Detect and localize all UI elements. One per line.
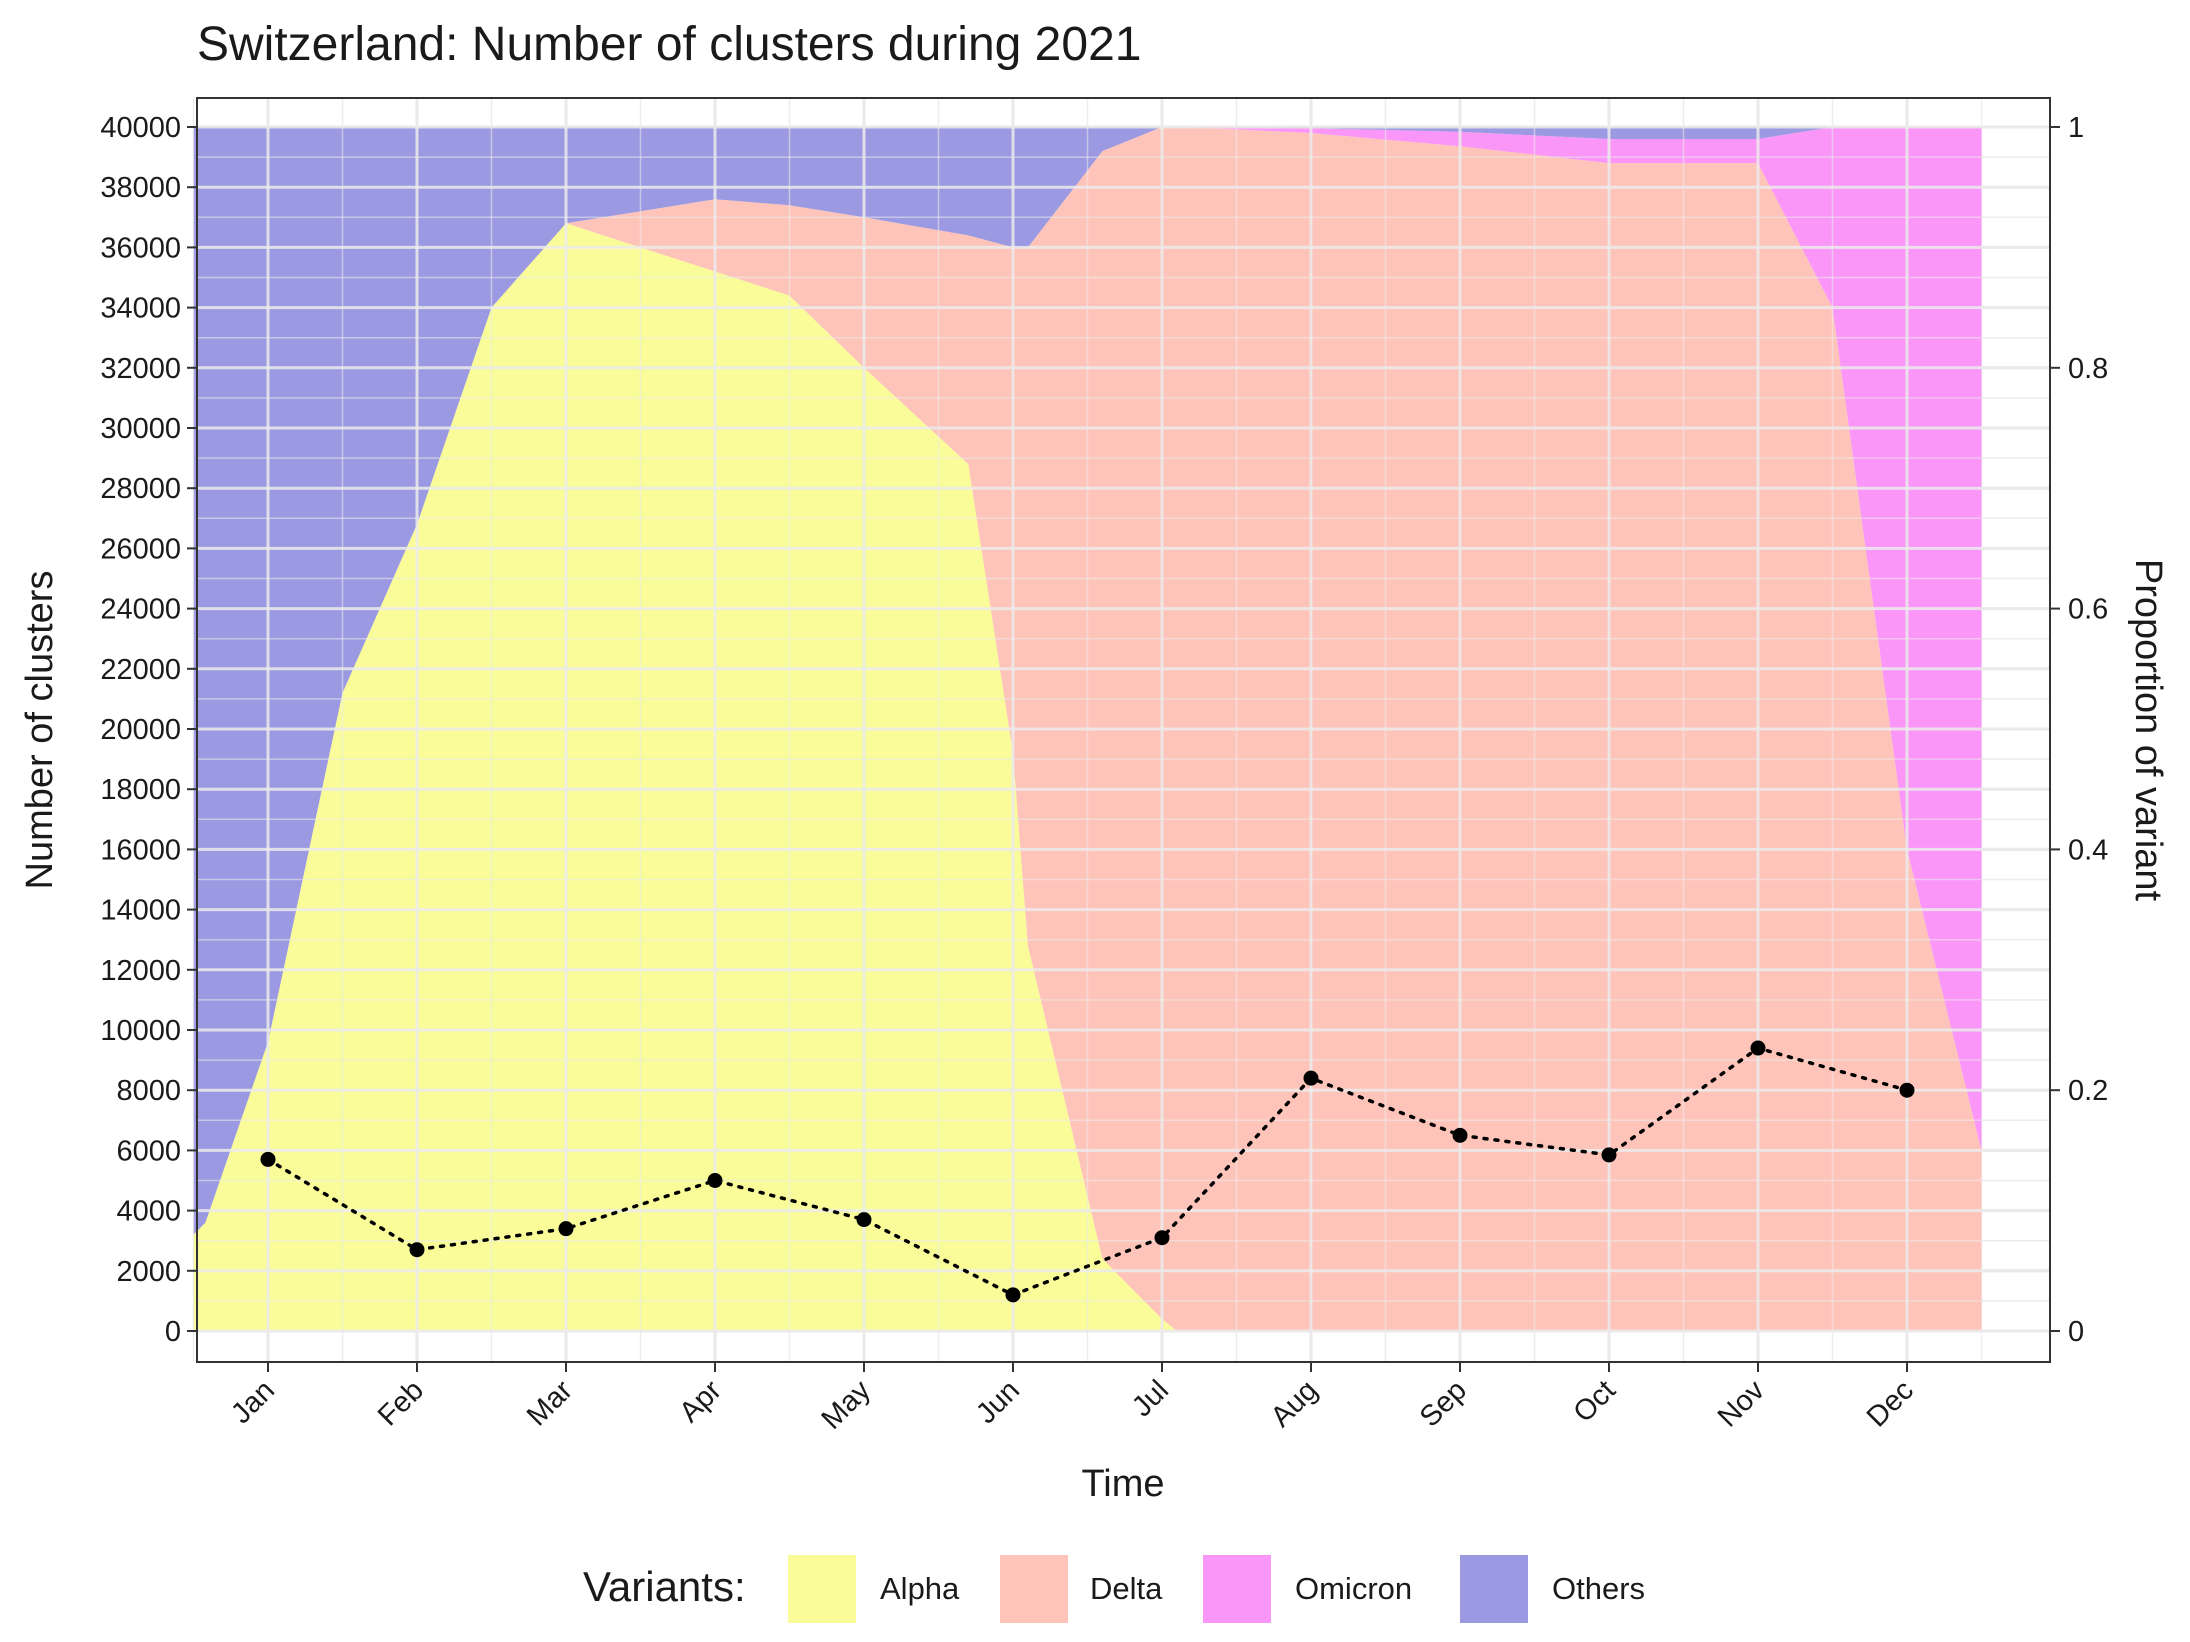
cluster-point [856, 1212, 872, 1228]
legend-key-alpha [788, 1555, 856, 1623]
x-tick-label: Nov [1712, 1374, 1771, 1433]
cluster-point [1005, 1287, 1021, 1303]
legend: Variants: Alpha Delta Omicron Others [583, 1555, 1645, 1623]
x-tick-label: Jun [970, 1374, 1026, 1430]
cluster-point [558, 1221, 574, 1237]
y-tick-label: 36000 [100, 232, 181, 264]
y-right-tick-label: 1 [2068, 112, 2084, 144]
x-tick-label: Aug [1265, 1374, 1324, 1433]
y-right-tick-label: 0.6 [2068, 594, 2108, 626]
y-axis-label: Number of clusters [19, 571, 61, 890]
y-tick-label: 28000 [100, 473, 181, 505]
x-tick-label: Dec [1861, 1374, 1920, 1433]
y-tick-label: 38000 [100, 172, 181, 204]
legend-title: Variants: [583, 1563, 746, 1610]
y-tick-label: 0 [165, 1316, 181, 1348]
x-tick-label: Sep [1414, 1374, 1473, 1433]
y-tick-label: 18000 [100, 774, 181, 806]
area-others [193, 127, 1982, 1235]
cluster-point [1750, 1040, 1766, 1056]
y-tick-label: 40000 [100, 112, 181, 144]
cluster-point [260, 1151, 276, 1167]
y-tick-label: 26000 [100, 533, 181, 565]
cluster-point [707, 1173, 723, 1188]
y-tick-label: 22000 [100, 654, 181, 686]
cluster-point [1452, 1127, 1468, 1143]
x-tick-label: Jan [225, 1374, 281, 1430]
y-tick-label: 2000 [116, 1256, 181, 1288]
legend-key-others [1460, 1555, 1528, 1623]
cluster-line-layer [260, 1040, 1915, 1303]
x-tick-label: Feb [372, 1374, 430, 1432]
legend-key-omicron [1203, 1555, 1271, 1623]
y-tick-label: 10000 [100, 1015, 181, 1047]
y-tick-label: 20000 [100, 714, 181, 746]
y-axis-right: 0 0.2 0.4 0.6 0.8 1 [2050, 112, 2108, 1348]
x-tick-label: Mar [521, 1374, 579, 1432]
cluster-point [1303, 1070, 1319, 1086]
y-right-tick-label: 0.8 [2068, 353, 2108, 385]
x-tick-label: May [816, 1374, 878, 1436]
y-tick-label: 4000 [116, 1196, 181, 1228]
y-right-tick-label: 0.4 [2068, 834, 2108, 866]
y-tick-label: 6000 [116, 1135, 181, 1167]
y-right-tick-label: 0 [2068, 1316, 2084, 1348]
y-axis-right-label: Proportion of variant [2127, 559, 2169, 902]
x-tick-label: Oct [1567, 1374, 1622, 1429]
x-axis: Jan Feb Mar Apr May Jun Jul Aug Sep Oct Nov Dec [225, 1362, 1920, 1436]
legend-label-delta: Delta [1090, 1571, 1163, 1606]
y-right-tick-label: 0.2 [2068, 1075, 2108, 1107]
cluster-point [409, 1242, 425, 1258]
cluster-point [1154, 1230, 1170, 1246]
y-tick-label: 30000 [100, 413, 181, 445]
y-axis-left: 0 2000 4000 6000 8000 10000 12000 14000 16000 180… [100, 112, 197, 1348]
x-axis-label: Time [1081, 1463, 1164, 1505]
cluster-point [1601, 1147, 1617, 1163]
area-omicron [193, 127, 1982, 1235]
y-tick-label: 12000 [100, 955, 181, 987]
y-tick-label: 14000 [100, 895, 181, 927]
x-tick-label: Apr [673, 1374, 728, 1429]
y-tick-label: 8000 [116, 1075, 181, 1107]
y-tick-label: 32000 [100, 353, 181, 385]
y-tick-label: 16000 [100, 834, 181, 866]
chart-title: Switzerland: Number of clusters during 2… [197, 18, 1141, 71]
legend-key-delta [1000, 1555, 1068, 1623]
x-tick-label: Jul [1126, 1374, 1175, 1423]
y-tick-label: 34000 [100, 293, 181, 325]
legend-label-others: Others [1552, 1571, 1645, 1606]
cluster-point [1899, 1082, 1915, 1098]
cluster-line [266, 1046, 1909, 1297]
legend-label-omicron: Omicron [1295, 1571, 1412, 1606]
y-tick-label: 24000 [100, 594, 181, 626]
grid-overlay [192, 98, 2050, 1362]
legend-label-alpha: Alpha [880, 1571, 960, 1606]
